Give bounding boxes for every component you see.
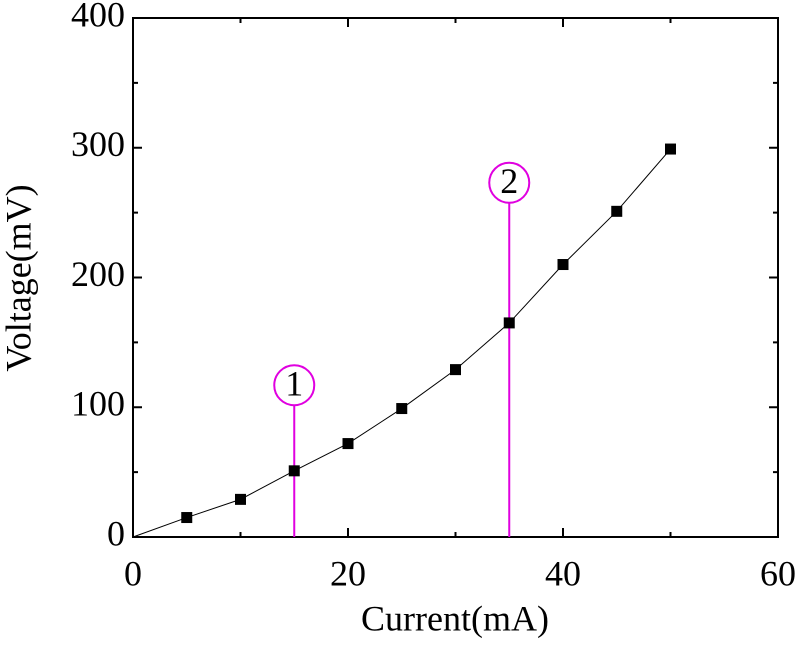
data-point [342,438,354,450]
y-tick-label: 0 [107,513,125,553]
plot-frame [132,17,779,538]
data-point [235,493,246,505]
y-tick-label: 200 [71,254,125,294]
data-line [132,148,671,538]
y-axis-label: Voltage(mV) [0,184,38,371]
data-point [396,403,408,415]
data-point [181,512,193,524]
data-point [503,317,515,329]
y-tick-label: 400 [71,0,125,34]
x-axis-label: Current(mA) [361,598,549,638]
x-tick-label: 20 [330,553,366,593]
data-point [557,259,569,271]
x-tick-label: 40 [545,553,581,593]
data-point [450,364,461,376]
annotation-circle [488,161,531,204]
y-tick-label: 100 [71,384,125,424]
data-point [665,143,676,155]
data-point [288,465,300,477]
annotation-label: 1 [285,363,303,403]
annotation-circle [273,364,316,407]
x-tick-label: 0 [124,553,142,593]
annotation-label: 2 [500,161,518,201]
x-tick-label: 60 [760,553,796,593]
data-point [611,205,623,217]
y-tick-label: 300 [71,124,125,164]
